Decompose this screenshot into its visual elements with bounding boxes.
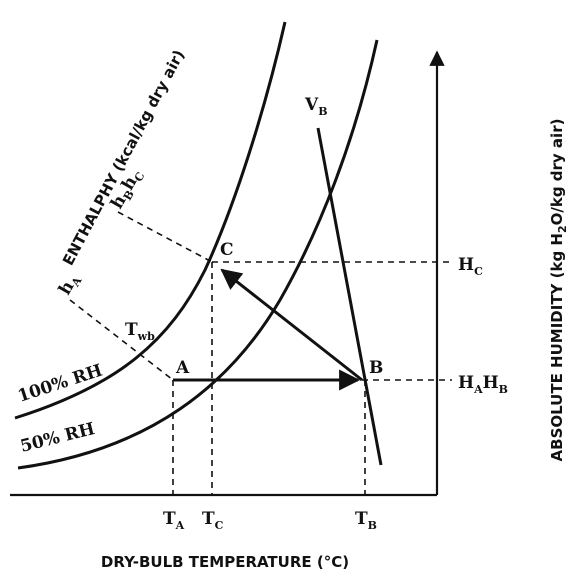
point-a: A xyxy=(175,358,190,378)
hc-enthalpy-line xyxy=(117,211,213,263)
hahb-axis-label: HAHB xyxy=(458,373,508,396)
rh-50-label: 50% RH xyxy=(18,419,97,457)
tb-label: TB xyxy=(355,509,377,532)
point-b: B xyxy=(369,358,383,378)
point-c: C xyxy=(220,240,234,260)
vb-label: VB xyxy=(304,95,328,118)
rh-100-curve xyxy=(14,21,287,420)
tc-label: TC xyxy=(202,509,224,532)
rh-50-curve xyxy=(17,39,379,470)
y-axis-title: ABSOLUTE HUMIDITY (kg H2O/kg dry air) xyxy=(548,119,569,462)
humidifying-arrow xyxy=(220,268,363,382)
hc-axis-label: HC xyxy=(458,255,483,278)
x-axis-title: DRY-BULB TEMPERATURE (°C) xyxy=(101,553,349,571)
ha-label: hA xyxy=(55,270,85,300)
rh-100-label: 100% RH xyxy=(15,361,105,407)
twb-label: Twb xyxy=(125,320,155,343)
ta-label: TA xyxy=(163,509,185,532)
enthalpy-title: ENTHALPHY (kcal/kg dry air) xyxy=(59,47,188,269)
volume-line xyxy=(316,127,383,466)
hbhc-label: hBhC xyxy=(107,165,148,213)
